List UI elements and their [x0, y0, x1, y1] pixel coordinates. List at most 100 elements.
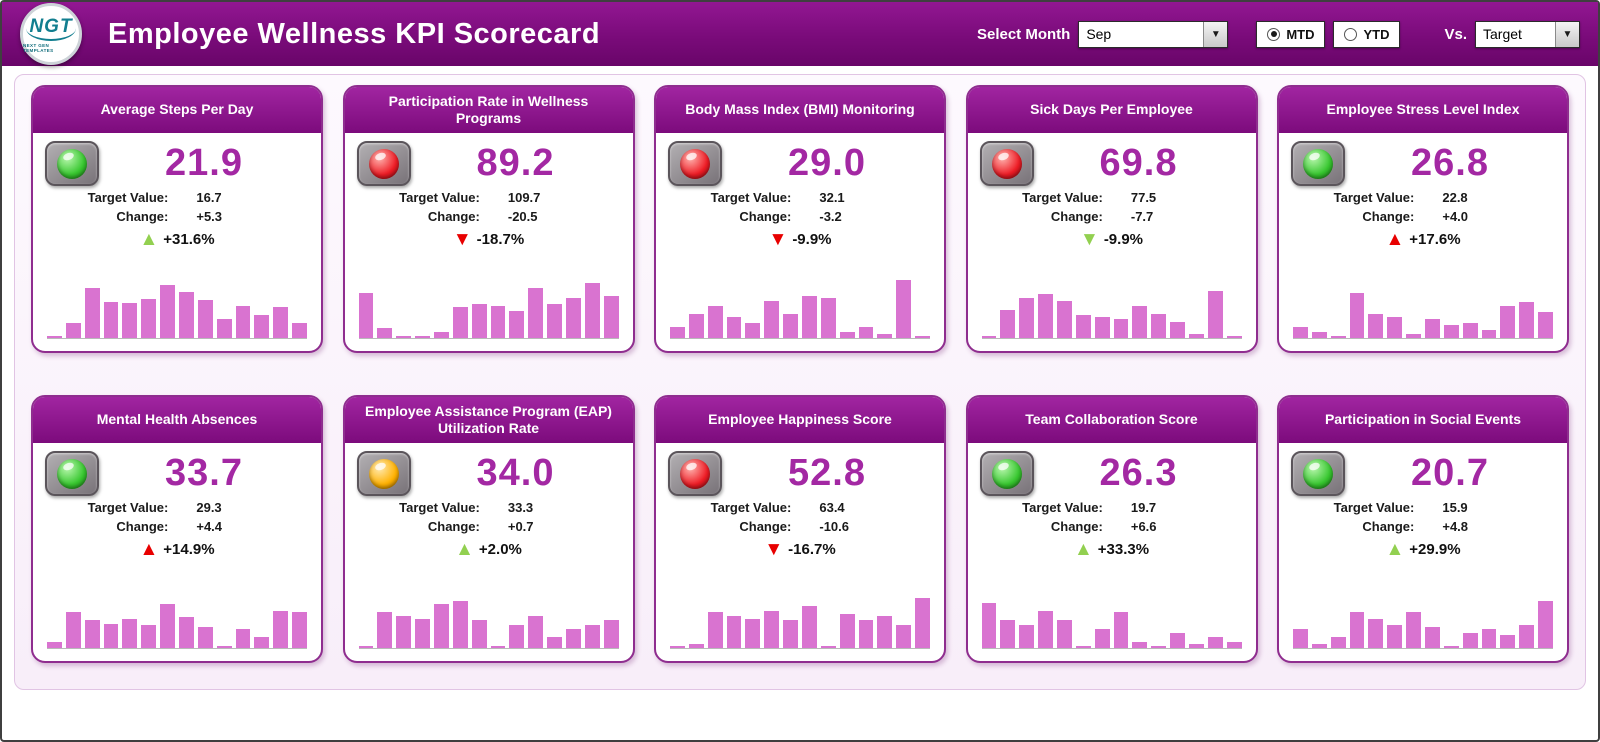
spark-bar: [1311, 331, 1327, 338]
kpi-card-title: Participation in Social Events: [1279, 397, 1567, 443]
header-controls: Select Month Sep ▼ MTD YTD Vs. Target ▼: [977, 20, 1580, 48]
mtd-radio[interactable]: MTD: [1256, 20, 1326, 48]
spark-bar: [433, 331, 449, 338]
spark-bar: [783, 313, 799, 338]
kpi-card: Employee Stress Level Index 26.8 Target …: [1277, 85, 1569, 353]
spark-bar: [1151, 646, 1167, 648]
trend-row: ▲ +31.6%: [33, 230, 321, 249]
change-value: -7.7: [1130, 209, 1154, 224]
spark-bar: [179, 617, 194, 648]
spark-bar: [1113, 612, 1129, 648]
spark-bar-chart: [1293, 567, 1554, 649]
target-label: Target Value:: [399, 190, 480, 205]
spark-bar: [1019, 297, 1035, 338]
spark-bar: [764, 610, 780, 648]
spark-bar: [471, 303, 487, 338]
spark-bar: [603, 295, 619, 338]
spark-bar: [820, 297, 836, 338]
spark-bar: [292, 323, 308, 338]
spark-bar: [1481, 628, 1497, 648]
card-row-1: Average Steps Per Day 21.9 Target Value:…: [25, 85, 1575, 353]
trend-percent: +33.3%: [1097, 541, 1150, 558]
spark-bar: [1226, 336, 1242, 338]
spark-bar: [1226, 641, 1242, 648]
kpi-card-top: 52.8: [656, 443, 944, 496]
spark-bar: [1293, 326, 1308, 338]
target-label: Target Value:: [87, 500, 169, 515]
status-green-icon: [57, 148, 87, 179]
spark-bar: [235, 628, 251, 648]
kpi-value: 89.2: [476, 142, 555, 184]
spark-bar: [216, 318, 232, 338]
spark-bar: [84, 287, 100, 338]
kpi-value: 33.7: [165, 452, 243, 494]
change-label: Change:: [1362, 519, 1415, 534]
spark-bar: [1113, 318, 1129, 338]
kpi-card-title: Employee Happiness Score: [656, 397, 944, 443]
spark-bar-chart: [47, 567, 308, 649]
status-light: [1291, 451, 1345, 496]
kpi-value: 69.8: [1099, 142, 1178, 184]
trend-down-icon: ▼: [764, 539, 784, 560]
spark-bar: [670, 646, 685, 648]
status-light: [356, 451, 411, 496]
spark-bar: [1330, 335, 1346, 338]
kpi-card-top: 29.0: [656, 133, 944, 186]
status-light: [979, 451, 1034, 496]
spark-bar-chart: [47, 257, 308, 339]
spark-bar: [565, 628, 581, 648]
spark-bar: [839, 331, 855, 338]
kpi-card-top: 26.3: [968, 443, 1256, 496]
spark-bar: [858, 326, 874, 338]
spark-bar-chart: [358, 257, 619, 339]
change-row: Change: -7.7: [968, 209, 1256, 224]
change-label: Change:: [739, 209, 792, 224]
logo-subtext: NEXT GEN TEMPLATES: [23, 42, 54, 53]
spark-bar-chart: [1293, 257, 1554, 339]
kpi-card-top: 26.8: [1279, 133, 1567, 186]
kpi-card-title: Participation Rate in Wellness Programs: [344, 87, 633, 133]
app-header: NGT NEXT GEN TEMPLATES Employee Wellness…: [2, 2, 1598, 66]
trend-row: ▲ +2.0%: [345, 540, 633, 559]
spark-bar: [745, 323, 761, 338]
trend-percent: +17.6%: [1409, 231, 1461, 248]
spark-bar: [1406, 612, 1422, 648]
spark-bar: [1443, 645, 1459, 648]
trend-percent: +29.9%: [1409, 541, 1461, 558]
change-label: Change:: [427, 519, 480, 534]
trend-up-icon: ▲: [1385, 229, 1405, 250]
spark-bar: [1170, 321, 1185, 338]
target-label: Target Value:: [1022, 500, 1103, 515]
kpi-card: Participation Rate in Wellness Programs …: [342, 85, 635, 353]
dropdown-arrow-icon[interactable]: ▼: [1555, 21, 1579, 47]
spark-bar: [1170, 633, 1185, 648]
ytd-radio[interactable]: YTD: [1333, 20, 1401, 48]
change-row: Change: +4.4: [33, 519, 321, 534]
change-value: +4.4: [196, 519, 223, 534]
target-label: Target Value:: [1333, 190, 1415, 205]
spark-bar: [547, 303, 562, 338]
vs-control: Vs. Target ▼: [1444, 20, 1580, 48]
dropdown-arrow-icon[interactable]: ▼: [1203, 21, 1228, 47]
spark-bar: [839, 613, 855, 648]
spark-bar: [1000, 310, 1016, 338]
spark-bar: [783, 620, 799, 648]
spark-bar: [1151, 313, 1167, 338]
month-dropdown[interactable]: Sep ▼: [1078, 20, 1229, 48]
target-row: Target Value: 63.4: [656, 500, 944, 515]
spark-bar: [1056, 620, 1072, 648]
spark-bar: [1406, 333, 1422, 338]
spark-bar: [745, 618, 761, 648]
target-value: 19.7: [1130, 500, 1157, 515]
spark-bar: [1019, 625, 1035, 648]
kpi-value: 26.3: [1099, 452, 1178, 494]
spark-bar: [415, 618, 430, 648]
spark-bar: [65, 612, 81, 648]
status-green-icon: [1303, 458, 1333, 489]
vs-dropdown[interactable]: Target ▼: [1475, 20, 1580, 48]
target-value: 33.3: [507, 500, 534, 515]
spark-bar: [1075, 315, 1091, 338]
spark-bar: [1038, 610, 1053, 648]
spark-bar: [1094, 316, 1110, 338]
status-red-icon: [368, 148, 399, 179]
